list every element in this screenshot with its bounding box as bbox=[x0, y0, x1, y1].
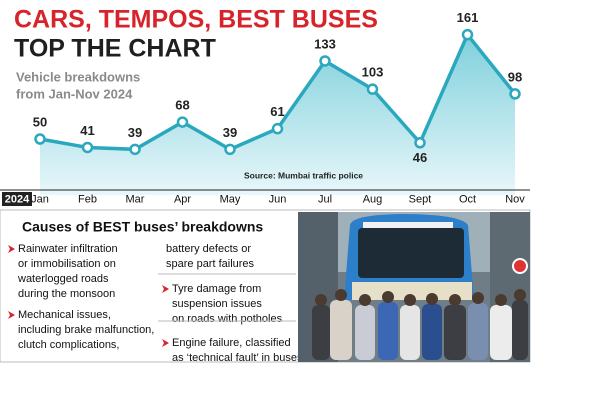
bullet-text: battery defects or bbox=[166, 243, 251, 255]
data-label: 133 bbox=[314, 36, 336, 51]
x-tick-label: Nov bbox=[505, 193, 525, 205]
marker bbox=[176, 116, 189, 128]
data-label: 46 bbox=[413, 150, 427, 165]
marker bbox=[224, 143, 236, 156]
marker bbox=[129, 143, 141, 156]
bullet-text: or immobilisation on bbox=[18, 258, 116, 270]
x-tick-label: Oct bbox=[459, 193, 476, 205]
marker bbox=[414, 137, 426, 149]
data-label: 68 bbox=[175, 98, 189, 113]
data-label: 103 bbox=[362, 65, 384, 80]
bullet-text: Engine failure, classified bbox=[172, 337, 291, 349]
x-tick-label: Jan bbox=[31, 193, 49, 205]
marker bbox=[81, 141, 94, 154]
x-tick-label: Jul bbox=[318, 193, 332, 205]
data-label: 41 bbox=[80, 123, 94, 138]
bullet-text: Tyre damage from bbox=[172, 283, 261, 295]
data-label: 39 bbox=[223, 125, 237, 140]
bullet-text: Rainwater infiltration bbox=[18, 243, 118, 255]
x-tick-label: May bbox=[220, 193, 241, 205]
marker bbox=[271, 122, 284, 135]
bullet-text: suspension issues bbox=[172, 298, 262, 310]
x-tick-label: Sept bbox=[409, 193, 432, 205]
bullet-text: spare part failures bbox=[166, 258, 255, 270]
data-label: 161 bbox=[457, 10, 479, 25]
data-label: 98 bbox=[508, 69, 522, 84]
causes-panel: Causes of BEST buses’ breakdowns Rainwate… bbox=[8, 219, 303, 364]
marker bbox=[366, 83, 379, 95]
bullet-arrow bbox=[162, 339, 169, 347]
year-box bbox=[2, 192, 32, 206]
source: Source: Mumbai traffic police bbox=[244, 170, 363, 180]
panel-heading: Causes of BEST buses’ breakdowns bbox=[22, 219, 263, 235]
x-tick-label: Jun bbox=[269, 193, 287, 205]
area bbox=[40, 34, 515, 195]
bullet-text: clutch complications, bbox=[18, 339, 120, 351]
data-label: 61 bbox=[270, 104, 284, 119]
marker bbox=[34, 133, 46, 145]
chart-title: CARS, TEMPOS, BEST BUSES bbox=[14, 6, 378, 34]
bullet-text: Mechanical issues, bbox=[18, 309, 111, 321]
x-tick-label: Aug bbox=[363, 193, 383, 205]
bullet-text: waterlogged roads bbox=[17, 273, 109, 285]
x-tick-label: Mar bbox=[126, 193, 145, 205]
marker bbox=[461, 28, 474, 41]
bullet-arrow bbox=[162, 285, 169, 293]
data-label: 39 bbox=[128, 125, 142, 140]
marker bbox=[509, 88, 521, 100]
bullet-arrow bbox=[8, 245, 15, 253]
marker bbox=[319, 55, 331, 67]
chart-subtitle: Vehicle breakdowns bbox=[16, 69, 140, 84]
x-axis-label: 2024 bbox=[5, 193, 30, 205]
bullet-text: as ‘technical fault’ in buses bbox=[172, 352, 303, 364]
data-label: 50 bbox=[33, 114, 47, 129]
bullet-text: on roads with potholes bbox=[172, 313, 283, 325]
x-tick-label: Feb bbox=[78, 193, 97, 205]
bullet-text: during the monsoon bbox=[18, 288, 115, 300]
chart-subtitle: from Jan-Nov 2024 bbox=[16, 86, 133, 101]
bullet-text: including brake malfunction, bbox=[18, 324, 154, 336]
chart-title: TOP THE CHART bbox=[14, 35, 216, 63]
bullet-arrow bbox=[8, 311, 15, 319]
photo bbox=[298, 212, 530, 362]
x-tick-label: Apr bbox=[174, 193, 191, 205]
